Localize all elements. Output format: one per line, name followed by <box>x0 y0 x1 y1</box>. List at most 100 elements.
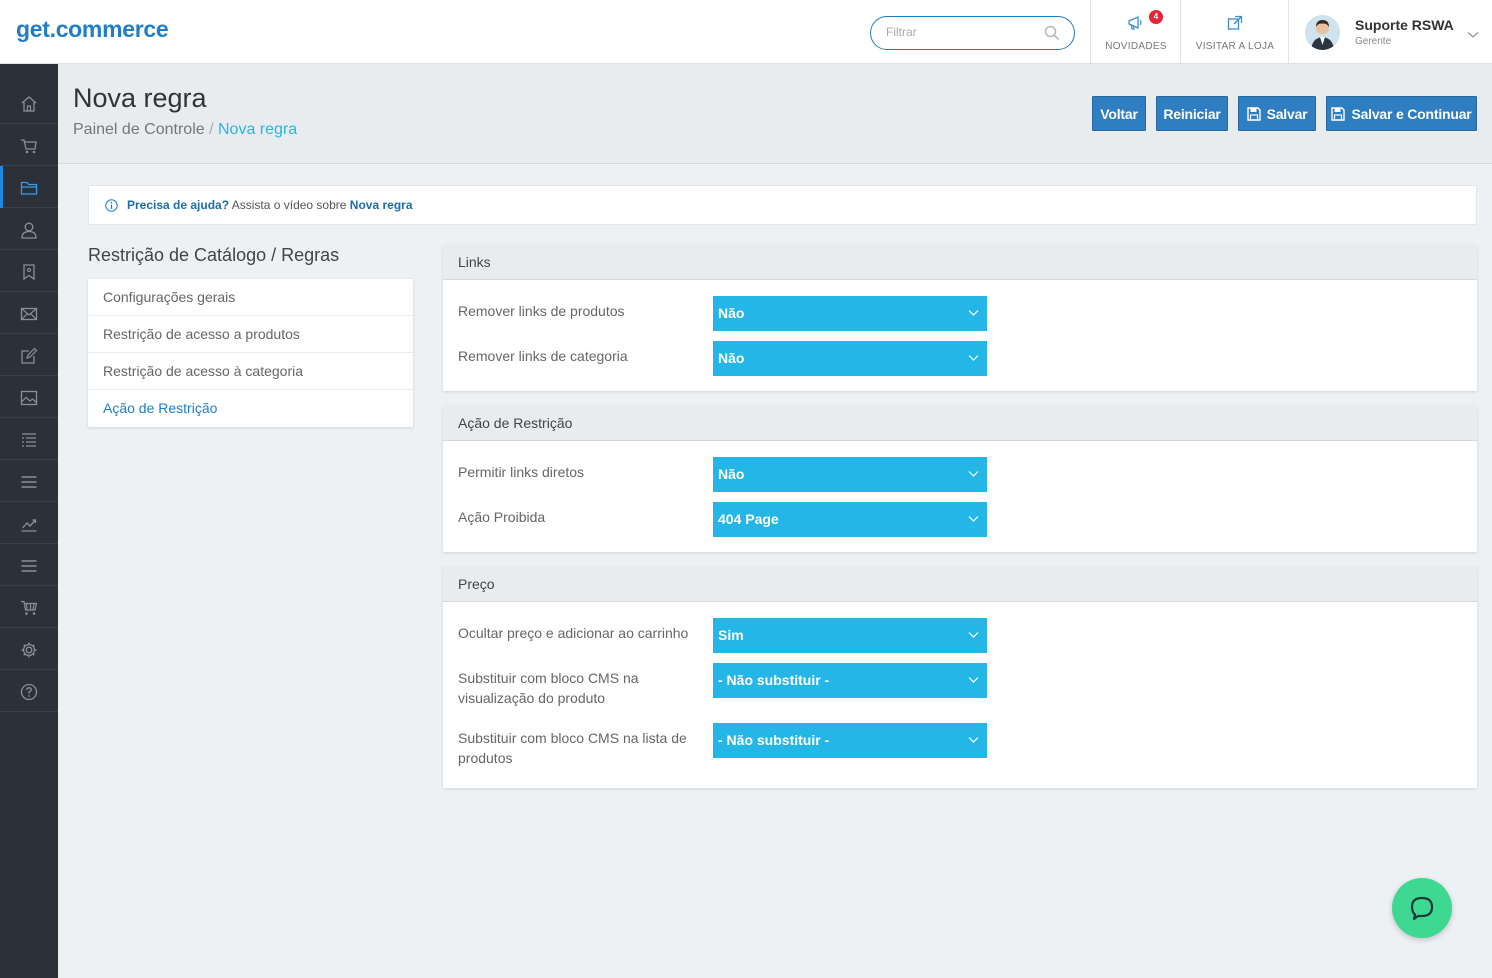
sidebar-item-newsletter[interactable] <box>0 292 58 334</box>
user-name: Suporte RSWA <box>1355 17 1454 33</box>
section-title: Links <box>443 245 1477 280</box>
nav-item-category-access[interactable]: Restrição de acesso à categoria <box>88 353 413 390</box>
gear-icon <box>21 642 37 658</box>
page-header: Nova regra Painel de Controle / Nova reg… <box>58 64 1492 164</box>
nav-item-general-settings[interactable]: Configurações gerais <box>88 279 413 316</box>
sidebar-item-reports-list[interactable] <box>0 418 58 460</box>
chevron-down-icon <box>968 632 979 638</box>
select-value: - Não substituir - <box>718 672 830 688</box>
field-label: Remover links de categoria <box>458 348 628 364</box>
breadcrumb-root[interactable]: Painel de Controle <box>73 121 205 138</box>
store-cart-icon <box>21 600 38 615</box>
chart-icon <box>21 519 37 532</box>
section-title: Ação de Restrição <box>443 406 1477 441</box>
edit-icon <box>21 347 38 364</box>
save-button[interactable]: Salvar <box>1238 96 1316 131</box>
sidebar-item-menu-b[interactable] <box>0 544 58 586</box>
remove-product-links-select[interactable]: Não <box>713 296 987 331</box>
remove-category-links-select[interactable]: Não <box>713 341 987 376</box>
sidebar-item-reports[interactable] <box>0 502 58 544</box>
menu-icon <box>21 476 37 488</box>
sidebar <box>0 64 58 978</box>
top-header: get.commerce 4 NOVIDADES VISITAR A LOJA … <box>0 0 1492 64</box>
field-label: Ação Proibida <box>458 509 546 525</box>
help-text: Precisa de ajuda? Assista o vídeo sobre … <box>127 198 413 212</box>
help-video-link[interactable]: Nova regra <box>349 198 413 212</box>
sidebar-item-home[interactable] <box>0 82 58 124</box>
cms-block-product-list-select[interactable]: - Não substituir - <box>713 723 987 758</box>
section-price: Preço Ocultar preço e adicionar ao carri… <box>443 567 1477 788</box>
news-badge: 4 <box>1149 10 1163 24</box>
chevron-down-icon <box>968 471 979 477</box>
chevron-down-icon <box>968 737 979 743</box>
select-value: - Não substituir - <box>718 732 830 748</box>
sidebar-item-catalog[interactable] <box>0 166 58 208</box>
reset-button[interactable]: Reiniciar <box>1156 96 1228 131</box>
news-button[interactable]: 4 NOVIDADES <box>1090 0 1181 63</box>
help-banner: Precisa de ajuda? Assista o vídeo sobre … <box>88 185 1477 225</box>
chat-bubble-icon <box>1410 896 1434 921</box>
cart-icon <box>21 139 37 154</box>
search-box[interactable] <box>870 16 1075 50</box>
breadcrumb-separator: / <box>209 121 214 138</box>
sidebar-item-store[interactable] <box>0 586 58 628</box>
list-icon <box>22 433 36 447</box>
page-title: Nova regra <box>73 83 207 113</box>
save-continue-button-label: Salvar e Continuar <box>1351 105 1472 122</box>
news-label: NOVIDADES <box>1105 41 1167 52</box>
field-label: Ocultar preço e adicionar ao carrinho <box>458 625 689 641</box>
logo[interactable]: get.commerce <box>16 16 169 42</box>
sidebar-item-help[interactable] <box>0 670 58 712</box>
sidebar-item-sales[interactable] <box>0 124 58 166</box>
visit-store-label: VISITAR A LOJA <box>1195 41 1275 52</box>
image-icon <box>20 390 38 406</box>
breadcrumb-current: Nova regra <box>218 121 298 138</box>
chat-button[interactable] <box>1392 878 1452 938</box>
help-lead: Precisa de ajuda? <box>127 198 230 212</box>
chevron-down-icon <box>968 355 979 361</box>
section-restriction-action: Ação de Restrição Permitir links diretos… <box>443 406 1477 552</box>
sidebar-item-customers[interactable] <box>0 208 58 250</box>
field-label: Substituir com bloco CMS na visualização… <box>458 670 639 706</box>
select-value: Não <box>718 350 745 366</box>
cms-block-product-view-select[interactable]: - Não substituir - <box>713 663 987 698</box>
help-body: Assista o vídeo sobre <box>231 198 347 212</box>
sidebar-item-content[interactable] <box>0 334 58 376</box>
chevron-down-icon <box>968 677 979 683</box>
help-icon <box>20 683 38 701</box>
user-menu[interactable]: Suporte RSWA Gerente <box>1288 0 1492 63</box>
sidebar-item-settings[interactable] <box>0 628 58 670</box>
section-title: Preço <box>443 567 1477 602</box>
hide-price-select[interactable]: Sim <box>713 618 987 653</box>
folder-icon <box>20 181 38 195</box>
chevron-down-icon[interactable] <box>1467 26 1479 44</box>
visit-store-button[interactable]: VISITAR A LOJA <box>1180 0 1289 63</box>
breadcrumb: Painel de Controle / Nova regra <box>73 121 297 139</box>
back-button-label: Voltar <box>1100 105 1138 122</box>
allow-direct-links-select[interactable]: Não <box>713 457 987 492</box>
megaphone-icon <box>1127 15 1145 36</box>
select-value: 404 Page <box>718 511 779 527</box>
avatar[interactable] <box>1305 15 1340 50</box>
chevron-down-icon <box>968 516 979 522</box>
forbidden-action-select[interactable]: 404 Page <box>713 502 987 537</box>
floppy-disk-icon <box>1246 106 1261 121</box>
select-value: Sim <box>718 627 744 643</box>
back-button[interactable]: Voltar <box>1092 96 1146 131</box>
search-icon[interactable] <box>1044 25 1060 46</box>
chevron-down-icon <box>968 310 979 316</box>
home-icon <box>21 96 37 112</box>
search-input[interactable] <box>886 25 1036 39</box>
sidebar-item-marketing[interactable] <box>0 250 58 292</box>
section-links: Links Remover links de produtos Não Remo… <box>443 245 1477 391</box>
nav-item-product-access[interactable]: Restrição de acesso a produtos <box>88 316 413 353</box>
field-label: Substituir com bloco CMS na lista de pro… <box>458 730 687 766</box>
select-value: Não <box>718 466 745 482</box>
save-continue-button[interactable]: Salvar e Continuar <box>1326 96 1477 131</box>
sidebar-item-media[interactable] <box>0 376 58 418</box>
nav-item-restriction-action[interactable]: Ação de Restrição <box>103 400 218 416</box>
user-role: Gerente <box>1355 36 1392 47</box>
save-button-label: Salvar <box>1266 105 1308 122</box>
sidebar-item-menu-a[interactable] <box>0 460 58 502</box>
section-nav-title: Restrição de Catálogo / Regras <box>88 245 340 265</box>
